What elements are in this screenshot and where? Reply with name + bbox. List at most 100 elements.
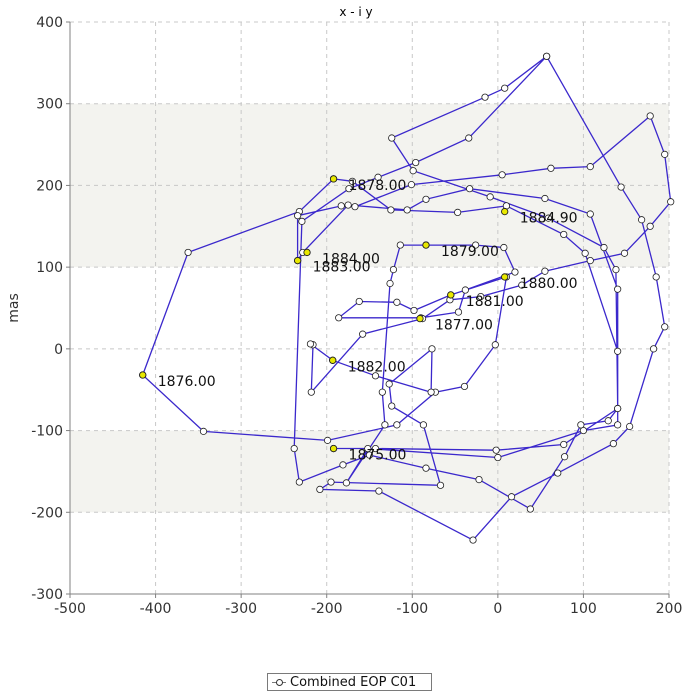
data-point <box>387 206 395 214</box>
data-point <box>339 461 347 469</box>
labelled-point <box>329 356 337 364</box>
data-point <box>620 249 629 257</box>
data-point <box>374 173 382 181</box>
data-point <box>543 52 551 60</box>
labelled-point <box>447 291 455 299</box>
data-point <box>472 241 480 249</box>
data-point <box>199 427 208 435</box>
y-tick-label: 400 <box>36 15 63 31</box>
data-point <box>327 478 335 486</box>
data-point <box>351 203 359 211</box>
data-point <box>554 469 562 477</box>
data-point <box>465 134 473 142</box>
data-point <box>461 286 469 294</box>
data-point <box>609 440 617 448</box>
data-point <box>541 194 549 203</box>
x-tick-label: -100 <box>396 601 428 617</box>
data-point <box>649 345 658 353</box>
data-point <box>371 372 380 380</box>
data-point <box>410 306 418 315</box>
data-point <box>389 265 398 274</box>
labelled-point <box>501 273 509 281</box>
y-tick-label: 100 <box>36 260 63 276</box>
data-point <box>560 230 568 239</box>
x-tick-label: 100 <box>570 601 597 617</box>
data-point <box>501 84 509 92</box>
data-point <box>492 446 500 454</box>
data-point <box>436 481 445 489</box>
band-1 <box>70 185 669 268</box>
data-point <box>507 493 516 501</box>
data-point <box>498 171 506 179</box>
axes: -500 -400 -300 -200 -100 0 100 200 -300 -200 -100 0… <box>31 15 682 617</box>
data-point <box>667 198 675 206</box>
x-tick-label: 200 <box>656 601 683 617</box>
data-point <box>337 202 345 210</box>
data-point <box>295 478 303 486</box>
x-tick-label: -200 <box>311 601 343 617</box>
y-tick-label: -300 <box>31 587 63 603</box>
data-point <box>491 341 499 349</box>
chart-title: x - i y <box>339 5 372 19</box>
data-point <box>335 314 343 322</box>
data-point <box>345 185 353 193</box>
y-tick-label: -100 <box>31 424 63 440</box>
data-point <box>586 163 594 171</box>
data-point <box>614 347 622 355</box>
point-label: 1875.00 <box>349 448 407 464</box>
labelled-point <box>303 248 311 257</box>
data-point <box>577 421 585 429</box>
data-point <box>475 475 483 484</box>
data-point <box>581 249 589 257</box>
data-point <box>561 453 569 461</box>
data-point <box>307 388 315 396</box>
labelled-point <box>416 314 424 323</box>
data-point <box>560 440 568 449</box>
y-tick-label: 0 <box>54 342 63 358</box>
point-labels: 1875.00 1876.00 1877.00 1878.00 1879.00 1880.… <box>139 175 578 464</box>
point-label: 1876.00 <box>158 374 216 390</box>
data-point <box>652 273 660 281</box>
point-label: 1880.00 <box>520 276 578 292</box>
point-label: 1883.00 <box>313 260 371 276</box>
data-point <box>586 257 594 265</box>
point-label: 1884.90 <box>520 211 578 227</box>
data-point <box>388 402 396 410</box>
data-point <box>409 167 417 175</box>
labelled-point <box>329 444 338 453</box>
band-0 <box>70 103 669 186</box>
data-point <box>422 464 430 472</box>
data-point <box>646 222 654 230</box>
data-point <box>541 267 549 275</box>
data-point <box>626 422 634 431</box>
point-label: 1877.00 <box>435 318 493 334</box>
data-point <box>600 243 608 252</box>
data-point <box>323 436 332 444</box>
point-label: 1882.00 <box>348 359 406 375</box>
grid-lines <box>70 21 670 594</box>
data-point <box>403 206 411 214</box>
series-combined-eop-c01 <box>139 52 675 544</box>
band-2 <box>70 430 669 513</box>
data-point <box>544 214 552 222</box>
data-point <box>348 177 356 185</box>
legend: Combined EOP C01 <box>267 673 432 691</box>
labelled-point <box>422 241 430 249</box>
data-point <box>306 340 315 348</box>
legend-marker-icon <box>272 677 286 687</box>
data-point <box>396 241 404 249</box>
point-label: 1879.00 <box>441 244 499 260</box>
data-point <box>393 298 401 306</box>
data-point <box>427 388 435 396</box>
data-point <box>386 279 394 288</box>
data-point <box>316 485 324 494</box>
data-point <box>646 112 654 120</box>
data-point <box>355 297 363 306</box>
legend-label: Combined EOP C01 <box>290 674 417 690</box>
data-point <box>344 201 352 209</box>
data-point <box>661 150 669 158</box>
y-tick-label: 200 <box>36 178 63 194</box>
data-point <box>526 505 534 513</box>
data-point <box>371 444 380 453</box>
